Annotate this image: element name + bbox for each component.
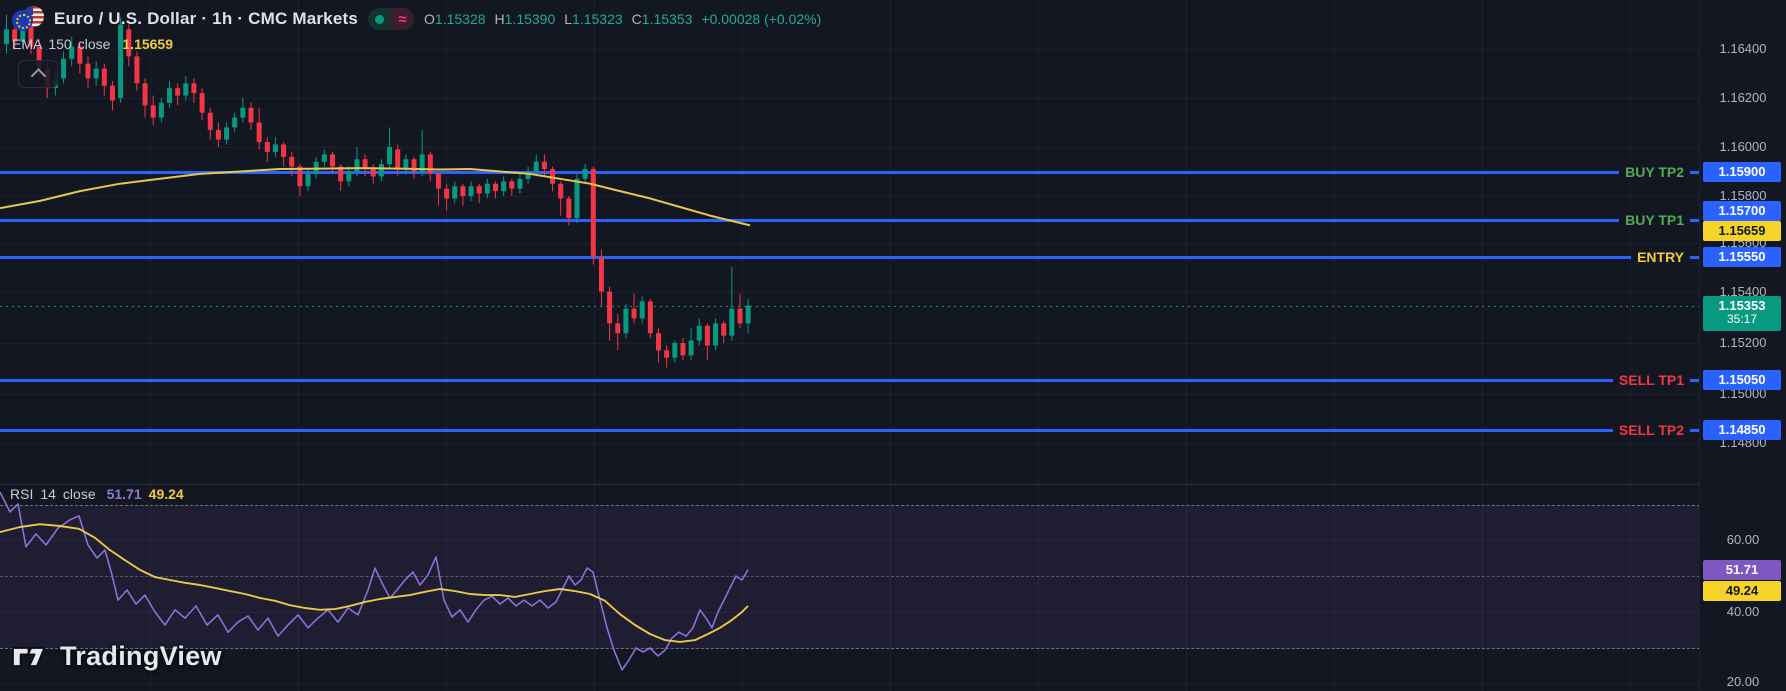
chart-legend-header: Euro / U.S. Dollar · 1h · CMC Markets ≈ … [12, 6, 821, 32]
grid-line-horizontal [0, 147, 1700, 148]
rsi-indicator-legend[interactable]: RSI 14 close 51.71 49.24 [10, 486, 184, 502]
axis-tick-label: 1.15200 [1719, 335, 1767, 350]
grid-line-horizontal [0, 540, 1700, 541]
ema-name: EMA [12, 36, 43, 52]
rsi-middle-band-line [0, 576, 1700, 577]
rsi-field: close [62, 486, 96, 502]
grid-line-vertical [150, 0, 151, 691]
ema-field: close [77, 36, 111, 52]
grid-line-vertical [594, 0, 595, 691]
rsi-band [0, 505, 1700, 649]
grid-line-vertical [890, 0, 891, 691]
grid-line-vertical [742, 0, 743, 691]
axis-tick-label: 1.15000 [1719, 386, 1767, 401]
low-value: L1.15323 [564, 11, 623, 27]
grid-line-horizontal [0, 612, 1700, 613]
rsi-value-badge: 51.71 [1703, 560, 1781, 580]
level-line-sell-tp1[interactable] [0, 379, 1700, 382]
level-badge-buy-tp1[interactable]: 1.15700 [1703, 201, 1781, 221]
grid-line-horizontal [0, 684, 1700, 685]
level-label-buy-tp1: BUY TP1 [1619, 211, 1690, 229]
pane-separator[interactable] [0, 484, 1786, 485]
level-badge-sell-tp1[interactable]: 1.15050 [1703, 370, 1781, 390]
ema-value: 1.15659 [122, 36, 173, 52]
rsi-ma-value: 49.24 [148, 486, 184, 502]
axis-tick-label: 40.00 [1726, 604, 1760, 619]
ohlc-values: O1.15328 H1.15390 L1.15323 C1.15353 +0.0… [424, 11, 821, 27]
axis-tick-label: 60.00 [1726, 532, 1760, 547]
rsi-name: RSI [10, 486, 34, 502]
tradingview-logo-text: TradingView [60, 641, 222, 671]
level-badge-entry[interactable]: 1.15550 [1703, 247, 1781, 267]
grid-line-vertical [1482, 0, 1483, 691]
axis-tick-label: 1.16400 [1719, 41, 1767, 56]
current-price-badge: 1.15353 35:17 [1703, 296, 1781, 331]
grid-line-horizontal [0, 49, 1700, 50]
rsi-ma-value-badge: 49.24 [1703, 581, 1781, 601]
level-line-entry[interactable] [0, 256, 1700, 259]
grid-line-horizontal [0, 98, 1700, 99]
symbol-title[interactable]: Euro / U.S. Dollar · 1h · CMC Markets [54, 9, 359, 28]
level-label-entry: ENTRY [1631, 248, 1690, 266]
grid-line-horizontal [0, 394, 1700, 395]
level-badge-sell-tp2[interactable]: 1.14850 [1703, 420, 1781, 440]
open-value: O1.15328 [424, 11, 486, 27]
grid-line-horizontal [0, 243, 1700, 244]
symbol-flags-icon [12, 6, 44, 32]
market-open-dot-icon [368, 8, 392, 30]
high-value: H1.15390 [494, 11, 556, 27]
chevron-up-icon [30, 67, 46, 84]
grid-line-horizontal [0, 196, 1700, 197]
axis-tick-label: 1.15400 [1719, 284, 1767, 299]
approximate-price-icon: ≈ [391, 8, 415, 30]
grid-line-vertical [1186, 0, 1187, 691]
market-status-pill[interactable]: ≈ [368, 8, 415, 30]
grid-line-horizontal [0, 443, 1700, 444]
axis-tick-label: 20.00 [1726, 674, 1760, 689]
level-badge-buy-tp2[interactable]: 1.15900 [1703, 162, 1781, 182]
grid-line-horizontal [0, 292, 1700, 293]
level-label-buy-tp2: BUY TP2 [1619, 163, 1690, 181]
tradingview-logo[interactable]: TradingView [12, 641, 222, 672]
eu-flag-icon [12, 10, 33, 31]
level-label-sell-tp1: SELL TP1 [1612, 371, 1690, 389]
tradingview-glyph-icon [12, 646, 46, 667]
price-axis[interactable]: 1.15900 1.15700 1.15550 1.15050 1.14850 1.164… [1699, 0, 1786, 691]
grid-line-vertical [446, 0, 447, 691]
grid-line-vertical [1630, 0, 1631, 691]
rsi-value: 51.71 [106, 486, 142, 502]
ema-price-badge: 1.15659 [1703, 221, 1781, 241]
grid-line-vertical [1334, 0, 1335, 691]
ema-indicator-legend[interactable]: EMA 150 close 1.15659 [12, 36, 173, 52]
axis-tick-label: 1.15800 [1719, 188, 1767, 203]
level-line-buy-tp1[interactable] [0, 219, 1700, 222]
grid-line-vertical [298, 0, 299, 691]
current-price-line [0, 306, 1700, 307]
change-value: +0.00028 (+0.02%) [701, 11, 822, 27]
grid-line-vertical [1038, 0, 1039, 691]
grid-line-horizontal [0, 343, 1700, 344]
axis-tick-label: 1.16000 [1719, 139, 1767, 154]
level-line-sell-tp2[interactable] [0, 429, 1700, 432]
collapse-legend-button[interactable] [18, 60, 58, 88]
axis-tick-label: 1.16200 [1719, 90, 1767, 105]
level-line-buy-tp2[interactable] [0, 171, 1700, 174]
ema-param: 150 [48, 36, 72, 52]
level-label-sell-tp2: SELL TP2 [1612, 421, 1690, 439]
rsi-param: 14 [40, 486, 56, 502]
close-value: C1.15353 [631, 11, 693, 27]
